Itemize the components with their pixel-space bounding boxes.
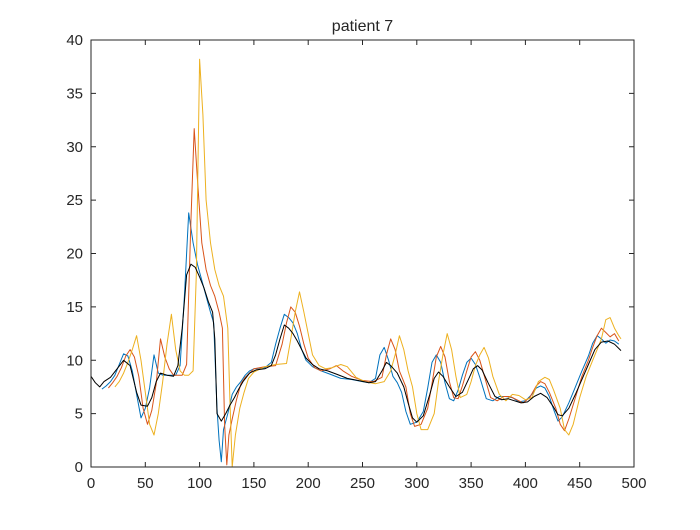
x-tick-label: 350 (459, 475, 484, 492)
y-tick-label: 10 (66, 352, 83, 369)
x-tick-label: 400 (513, 475, 538, 492)
y-tick-label: 30 (66, 139, 83, 156)
x-tick-label: 300 (404, 475, 429, 492)
x-tick-label: 0 (87, 475, 95, 492)
plot-frame (90, 39, 635, 468)
y-tick-label: 20 (66, 246, 83, 263)
ticks-layer: 0 50 100 150 200 250 300 350 400 450 500 0 5 10 15 20 25… (66, 32, 646, 492)
y-tick-label: 5 (75, 406, 83, 423)
x-tick-label: 50 (137, 475, 154, 492)
x-tick-label: 450 (567, 475, 592, 492)
y-tick-label: 25 (66, 192, 83, 209)
y-tick-label: 0 (75, 459, 83, 476)
x-tick-label: 150 (241, 475, 266, 492)
x-tick-label: 250 (350, 475, 375, 492)
plot-area (91, 40, 634, 467)
series-line-3 (114, 58, 622, 468)
x-tick-label: 500 (621, 475, 646, 492)
y-tick-label: 15 (66, 299, 83, 316)
chart-title: patient 7 (332, 18, 393, 35)
x-tick-label: 200 (296, 475, 321, 492)
y-tick-label: 35 (66, 85, 83, 102)
series-layer (90, 58, 622, 468)
series-line-4 (90, 263, 622, 423)
x-tick-label: 100 (187, 475, 212, 492)
y-tick-label: 40 (66, 32, 83, 49)
